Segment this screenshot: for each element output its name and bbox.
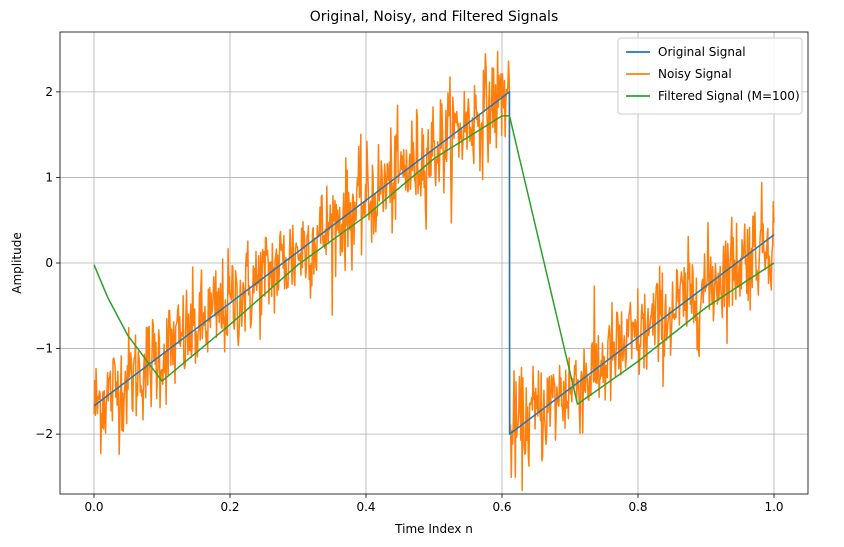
series-line-1 [93,50,775,492]
legend-label: Noisy Signal [658,67,732,81]
y-tick-label: −2 [35,427,53,441]
y-tick-label: 2 [45,85,53,99]
x-tick-label: 0.6 [492,500,511,514]
x-axis-ticks: 0.0 0.2 0.4 0.6 0.8 1.0 [84,494,784,514]
series-line-0 [93,91,775,435]
y-axis-label: Amplitude [10,232,24,294]
x-tick-label: 0.8 [628,500,647,514]
series-line-2 [93,115,775,405]
y-tick-label: −1 [35,342,53,356]
x-axis-label: Time Index n [394,522,473,536]
y-axis-ticks: −2 −1 0 1 2 [35,85,60,441]
x-tick-label: 1.0 [764,500,783,514]
x-tick-label: 0.2 [220,500,239,514]
y-tick-label: 1 [45,170,53,184]
legend-label: Filtered Signal (M=100) [658,89,800,103]
x-tick-label: 0.0 [84,500,103,514]
legend-box [617,37,803,115]
legend: Original Signal Noisy Signal Filtered Sign… [617,37,803,115]
chart-title: Original, Noisy, and Filtered Signals [310,9,559,25]
legend-label: Original Signal [658,45,746,59]
x-tick-label: 0.4 [356,500,375,514]
y-tick-label: 0 [45,256,53,270]
series-layer [93,50,775,492]
